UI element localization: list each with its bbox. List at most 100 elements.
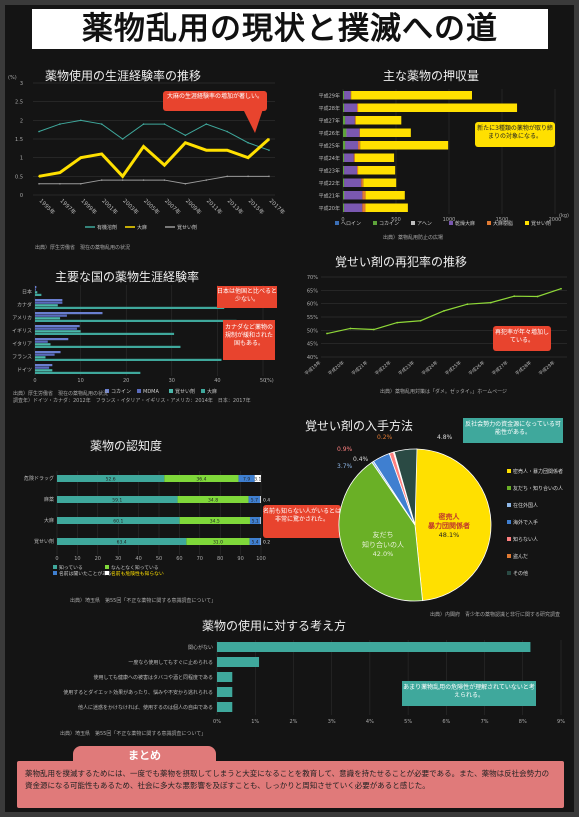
recidivism-xtick-label: 平成25年 [443,359,463,377]
awareness-data-label: 7.9 [243,477,250,483]
countries-name-label: カナダ [17,302,32,309]
lifetime-ytick-label: 2.5 [15,100,23,106]
seizure-legend-swatch [411,221,415,225]
lifetime-point [121,179,124,181]
awareness-bar-segment [57,538,187,545]
awareness-xtick-label: 20 [95,556,101,562]
countries-xtick-label: 20 [123,378,129,384]
countries-legend-swatch [169,389,173,393]
lifetime-point [38,183,40,185]
seizure-legend-swatch [449,221,453,225]
countries-xtick-label: 40 [214,378,220,384]
pie-label-friend-1: 友だち [373,530,394,539]
countries-xtick-label: 30 [169,378,175,384]
lifetime-point [247,175,249,178]
attitudes-xtick-label: 2% [289,719,297,725]
awareness-legend-swatch [53,571,57,575]
countries-bar [35,312,103,315]
lifetime-xtick-label: 2003年 [121,197,141,217]
attitudes-chart-title: 薬物の使用に対する考え方 [202,619,347,633]
countries-callout-2: カナダなど薬物の規制が緩和された国もある。 [223,320,275,360]
seizure-year-label: 平成25年 [319,142,340,149]
recidivism-point [466,303,469,306]
recidivism-ytick-label: 60% [307,302,318,308]
recidivism-xtick-label: 平成20年 [326,359,346,377]
lifetime-xtick-label: 1999年 [79,197,99,217]
attitudes-bar [217,672,233,682]
awareness-data-label: 34.8 [208,498,218,504]
seizure-bar-segment [344,203,363,212]
pie-legend-label: その他 [513,570,528,577]
seizure-bar-segment [360,141,449,150]
seizure-bar-segment [343,128,347,137]
lifetime-callout-pointer [243,109,263,133]
recidivism-xtick-label: 平成21年 [350,359,370,377]
awareness-data-label: 60.1 [113,519,123,525]
seizure-bar-segment [358,103,518,112]
lifetime-point [247,156,249,159]
seizure-bar-segment [365,191,405,200]
recidivism-point [419,319,422,322]
recidivism-point [536,295,539,298]
countries-bar [35,366,50,369]
recidivism-xtick-label: 平成23年 [397,359,417,377]
attitudes-xtick-label: 8% [519,719,527,725]
countries-bar [35,343,51,346]
lifetime-point [142,179,145,181]
seizure-chart-title: 主な薬物の押収量 [383,69,480,83]
pie-pct-label: 0.9% [337,446,353,453]
pie-pct-label: 0.4% [353,456,369,463]
awareness-xtick-label: 80 [217,556,223,562]
seizure-callout: 新たに3種類の薬物が取り締まりの対象になる。 [475,122,555,147]
lifetime-point [226,130,228,133]
awareness-callout: 名前も知らない人がいるとは非常に驚かされた。 [263,505,341,538]
awareness-xtick-label: 30 [115,556,121,562]
seizure-xtick-label: 2000 [549,217,562,223]
attitudes-xtick-label: 4% [366,719,374,725]
lifetime-point [142,123,145,125]
recidivism-point [349,327,352,330]
countries-bar [35,353,55,356]
seizure-xtick-label: 500 [391,217,401,223]
awareness-bar-segment [179,517,250,524]
pie-slice [414,448,492,602]
seizure-year-label: 平成26年 [319,130,340,137]
attitudes-xtick-label: 6% [442,719,450,725]
countries-bar [35,338,69,341]
awareness-row-label: 麻薬 [44,496,54,503]
seizure-bar-chart: 0 500 1000 1500 2000(kg) 平成29年平成28年平成27年平成26年… [319,89,569,227]
lifetime-legend-label: 大麻 [137,224,147,231]
seizure-year-label: 平成24年 [319,155,340,162]
recidivism-point [372,328,375,331]
seizure-bar-segment [356,166,359,175]
recidivism-ytick-label: 70% [307,275,318,281]
lifetime-source: 出典）厚生労働省 現在の薬物乱用の状況 [35,245,131,251]
awareness-data-label: 5.1 [252,519,259,525]
lifetime-point [205,179,208,181]
pie-label-dealer-1: 密売人 [439,512,461,521]
countries-legend-label: コカイン [111,389,131,395]
awareness-bar-segment [238,475,255,482]
countries-bar [35,356,46,359]
lifetime-point [100,123,103,125]
lifetime-series-line-1 [38,137,270,179]
pie-legend-label: 在住外国人 [513,502,538,509]
seizure-bar-segment [358,141,361,150]
awareness-bar-segment [57,496,178,503]
seizure-bar-segment [362,191,366,200]
attitudes-xtick-label: 5% [404,719,412,725]
seizure-legend-swatch [487,221,491,225]
seizure-bar-segment [344,166,357,175]
seizure-legend-label: 覚せい剤 [531,220,551,227]
countries-chart-title: 主要な国の薬物生涯経験率 [55,270,200,284]
seizure-bar-segment [353,153,355,162]
awareness-bar-segment [177,496,249,503]
sources-chart-title: 覚せい剤の入手方法 [305,419,414,433]
attitudes-bar [217,657,260,667]
seizure-bar-segment [344,103,357,112]
lifetime-point [247,141,249,144]
pie-legend-swatch [507,520,511,524]
pie-legend-swatch [507,571,511,575]
countries-bar [35,314,67,317]
seizure-year-label: 平成29年 [319,92,340,99]
